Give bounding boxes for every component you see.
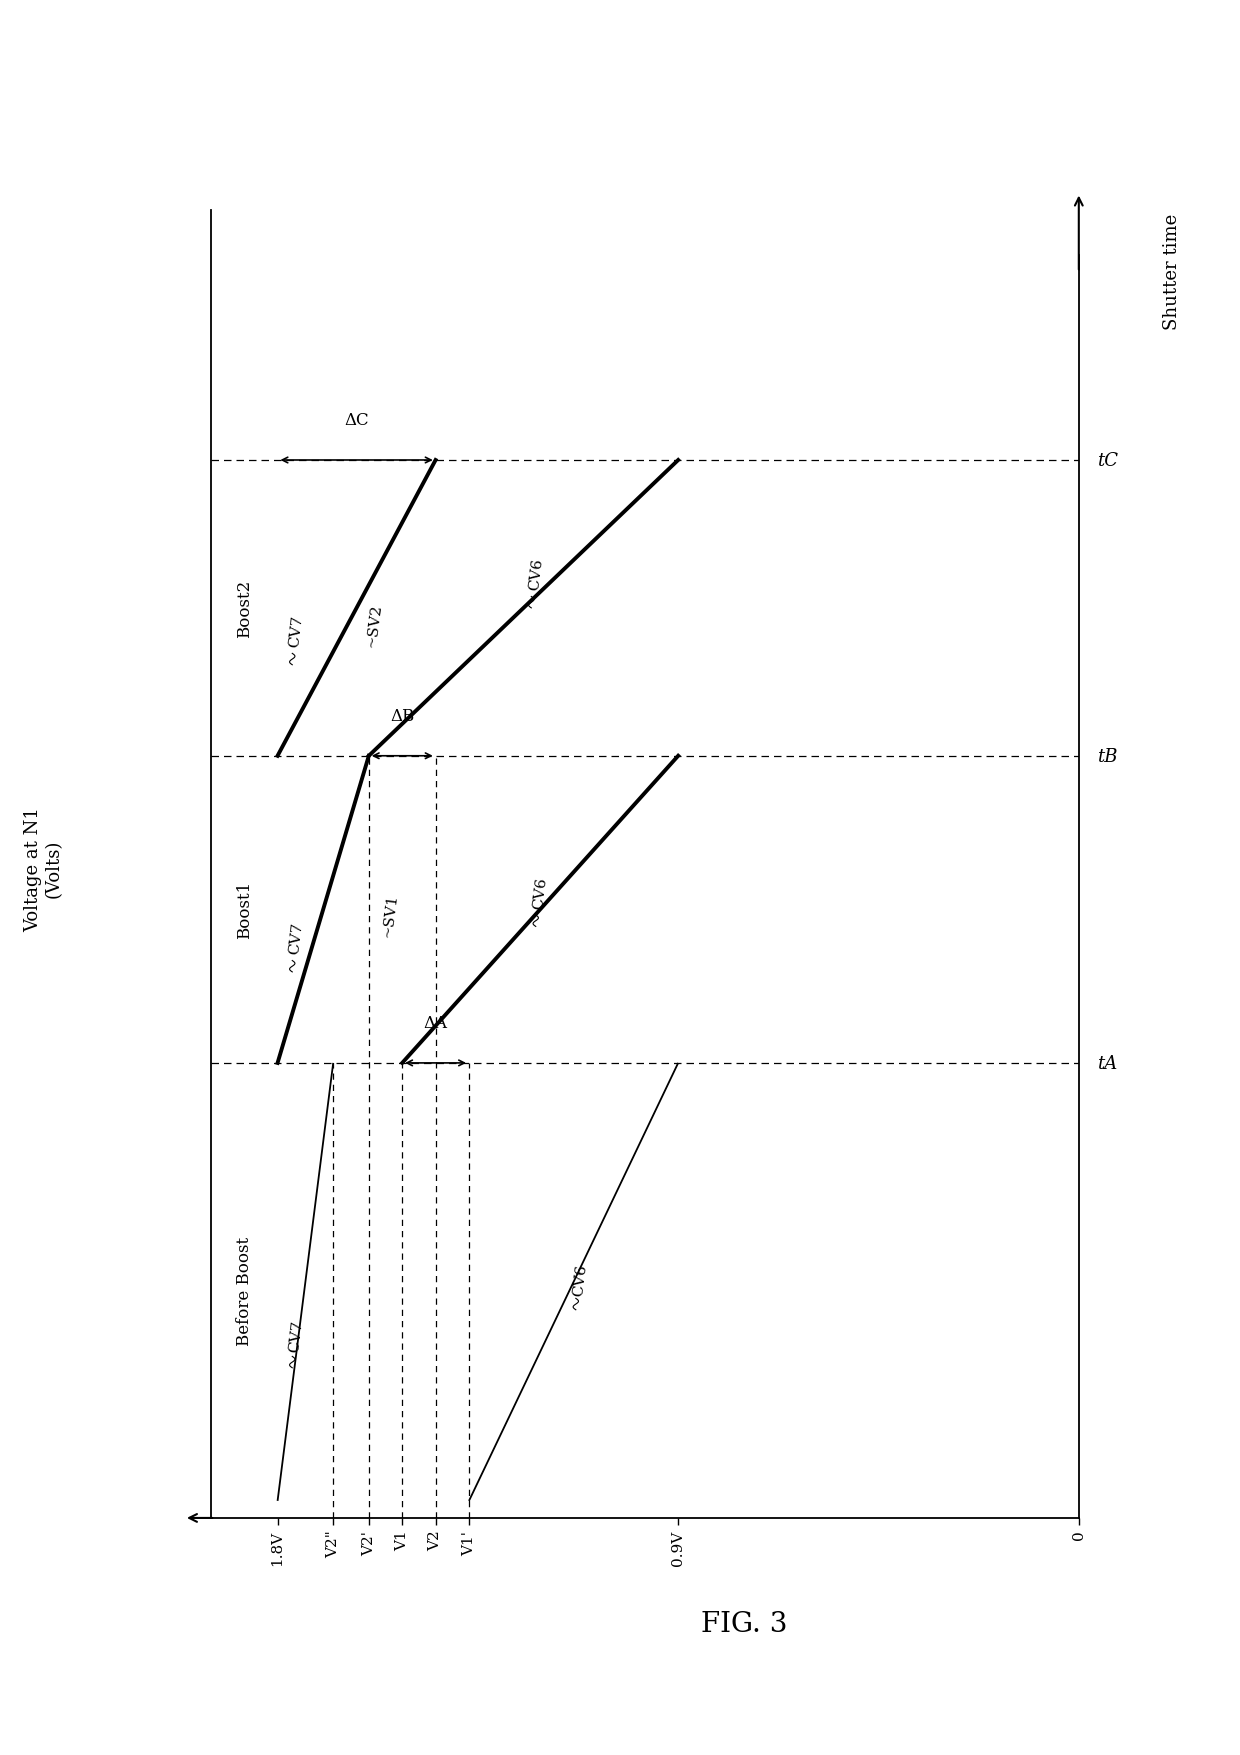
Text: ΔC: ΔC: [345, 412, 370, 428]
Text: ΔA: ΔA: [424, 1014, 448, 1032]
Text: tC: tC: [1096, 451, 1117, 470]
Text: Shutter time: Shutter time: [1163, 214, 1180, 330]
Text: ~SV1: ~SV1: [381, 893, 399, 939]
Text: CV7: CV7: [288, 614, 305, 648]
Text: ΔB: ΔB: [391, 707, 414, 725]
Text: ~SV2: ~SV2: [365, 604, 384, 648]
Text: CV7: CV7: [288, 921, 305, 955]
Text: Boost1: Boost1: [236, 881, 253, 939]
Text: CV6: CV6: [531, 876, 549, 909]
Text: FIG. 3: FIG. 3: [701, 1609, 787, 1637]
Text: Voltage at N1
(Volts): Voltage at N1 (Volts): [24, 806, 63, 932]
Text: CV6: CV6: [527, 558, 544, 591]
Text: CV6: CV6: [572, 1262, 589, 1297]
Text: Before Boost: Before Boost: [236, 1236, 253, 1346]
Text: tB: tB: [1096, 748, 1117, 765]
Text: CV7: CV7: [288, 1320, 305, 1353]
Text: tA: tA: [1096, 1055, 1117, 1072]
Text: Boost2: Boost2: [236, 579, 253, 637]
